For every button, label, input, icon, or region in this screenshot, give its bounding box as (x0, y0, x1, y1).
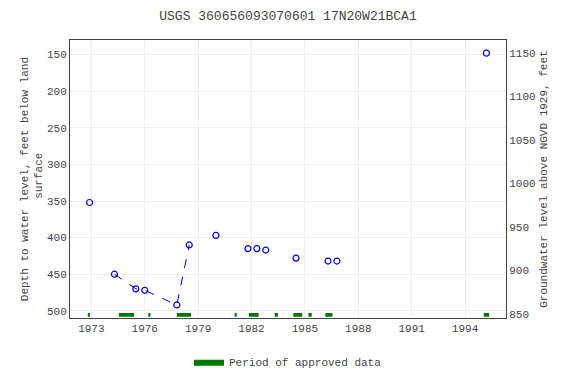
svg-text:500: 500 (47, 306, 67, 318)
svg-text:1988: 1988 (345, 323, 371, 335)
svg-text:Period of approved data: Period of approved data (229, 357, 381, 369)
svg-text:1150: 1150 (509, 48, 535, 60)
svg-text:400: 400 (47, 232, 67, 244)
svg-text:Groundwater level above NGVD 1: Groundwater level above NGVD 1929, feet (538, 50, 550, 307)
svg-text:1979: 1979 (185, 323, 211, 335)
svg-text:1991: 1991 (398, 323, 425, 335)
svg-text:350: 350 (47, 196, 67, 208)
svg-text:300: 300 (47, 159, 67, 171)
svg-text:1973: 1973 (78, 323, 104, 335)
svg-text:Depth to water level, feet bel: Depth to water level, feet below land su… (19, 57, 45, 301)
svg-text:1982: 1982 (238, 323, 264, 335)
svg-text:900: 900 (509, 265, 529, 277)
svg-text:950: 950 (509, 222, 529, 234)
svg-text:200: 200 (47, 86, 67, 98)
svg-text:250: 250 (47, 123, 67, 135)
svg-text:150: 150 (47, 49, 67, 61)
svg-text:450: 450 (47, 269, 67, 281)
svg-text:1994: 1994 (452, 323, 479, 335)
svg-text:1985: 1985 (292, 323, 318, 335)
svg-text:USGS 360656093070601 17N20W21B: USGS 360656093070601 17N20W21BCA1 (159, 9, 417, 24)
svg-text:1100: 1100 (509, 91, 535, 103)
svg-text:1050: 1050 (509, 135, 535, 147)
svg-text:850: 850 (509, 309, 529, 321)
svg-text:1000: 1000 (509, 178, 535, 190)
svg-text:1976: 1976 (132, 323, 158, 335)
